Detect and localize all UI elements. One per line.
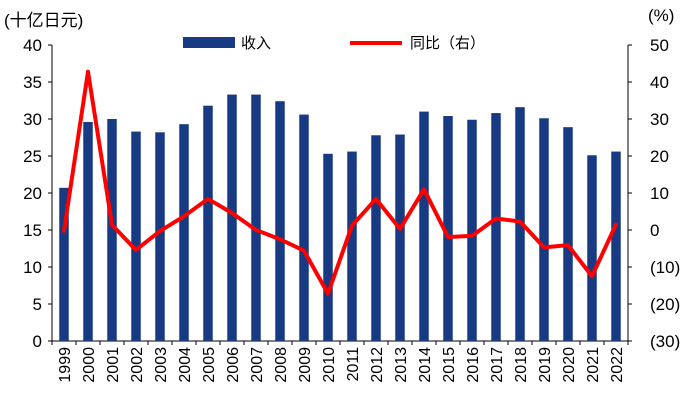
x-tick-label: 2007 (249, 347, 266, 383)
bar (563, 127, 573, 341)
x-tick-label: 2006 (225, 347, 242, 383)
legend-swatch-line (350, 40, 402, 45)
right-axis-unit: (%) (648, 6, 675, 25)
legend-label-revenue: 收入 (241, 35, 272, 52)
bar (131, 131, 141, 341)
y-left-tick-label: 30 (23, 110, 42, 129)
x-tick-label: 2022 (609, 347, 626, 383)
x-tick-label: 1999 (57, 347, 74, 383)
bar (203, 105, 213, 342)
y-left-tick-label: 25 (23, 147, 42, 166)
bar (107, 119, 117, 341)
legend-item-revenue: 收入 (183, 32, 271, 53)
y-right-tick-label: (30) (650, 332, 680, 351)
bar (251, 94, 261, 341)
x-tick-label: 2001 (105, 347, 122, 383)
bar (275, 101, 285, 342)
bar (395, 134, 405, 341)
legend-swatch-bar (183, 37, 235, 48)
y-left-tick-label: 0 (33, 332, 42, 351)
bar (467, 119, 477, 342)
bar (419, 111, 429, 341)
x-tick-label: 2012 (369, 347, 386, 383)
bar (227, 94, 237, 341)
x-tick-label: 2010 (321, 347, 338, 383)
x-tick-label: 2009 (297, 347, 314, 383)
bar (611, 151, 621, 341)
x-tick-label: 2005 (201, 347, 218, 383)
bar (59, 187, 69, 341)
y-left-tick-label: 35 (23, 73, 42, 92)
x-tick-label: 2008 (273, 347, 290, 383)
x-tick-label: 2000 (81, 347, 98, 383)
x-tick-label: 2013 (393, 347, 410, 383)
y-right-tick-label: 20 (650, 147, 669, 166)
bar (491, 113, 501, 341)
y-right-tick-label: 0 (650, 221, 659, 240)
y-right-tick-label: (20) (650, 295, 680, 314)
x-tick-label: 2003 (153, 347, 170, 383)
y-left-tick-label: 20 (23, 184, 42, 203)
y-right-tick-label: 30 (650, 110, 669, 129)
y-left-tick-label: 40 (23, 36, 42, 55)
x-tick-label: 2015 (441, 347, 458, 383)
x-tick-label: 2014 (417, 347, 434, 383)
bar (371, 135, 381, 341)
bar (179, 124, 189, 342)
y-left-tick-label: 10 (23, 258, 42, 277)
x-tick-label: 2018 (513, 347, 530, 383)
legend-item-yoy: 同比（右） (350, 32, 485, 53)
y-left-tick-label: 15 (23, 221, 42, 240)
bar (539, 118, 549, 341)
bar (347, 151, 357, 341)
y-right-tick-label: (10) (650, 258, 680, 277)
x-tick-label: 2004 (177, 347, 194, 383)
yoy-line (62, 69, 618, 296)
bar (299, 114, 309, 341)
legend-label-yoy: 同比（右） (410, 35, 486, 52)
bar (83, 121, 93, 342)
y-right-tick-label: 40 (650, 73, 669, 92)
bar (443, 116, 453, 341)
bar (587, 155, 597, 341)
bar (323, 153, 333, 341)
x-tick-label: 2017 (489, 347, 506, 383)
left-axis-unit: (十亿日元) (4, 11, 84, 30)
y-right-tick-label: 50 (650, 36, 669, 55)
x-tick-label: 2011 (345, 347, 362, 382)
x-tick-label: 2019 (537, 347, 554, 383)
y-right-tick-label: 10 (650, 184, 669, 203)
x-tick-label: 2020 (561, 347, 578, 383)
y-left-tick-label: 5 (33, 295, 42, 314)
x-tick-label: 2002 (129, 347, 146, 383)
bar (155, 132, 165, 341)
x-tick-label: 2021 (585, 347, 602, 383)
x-tick-label: 2016 (465, 347, 482, 383)
